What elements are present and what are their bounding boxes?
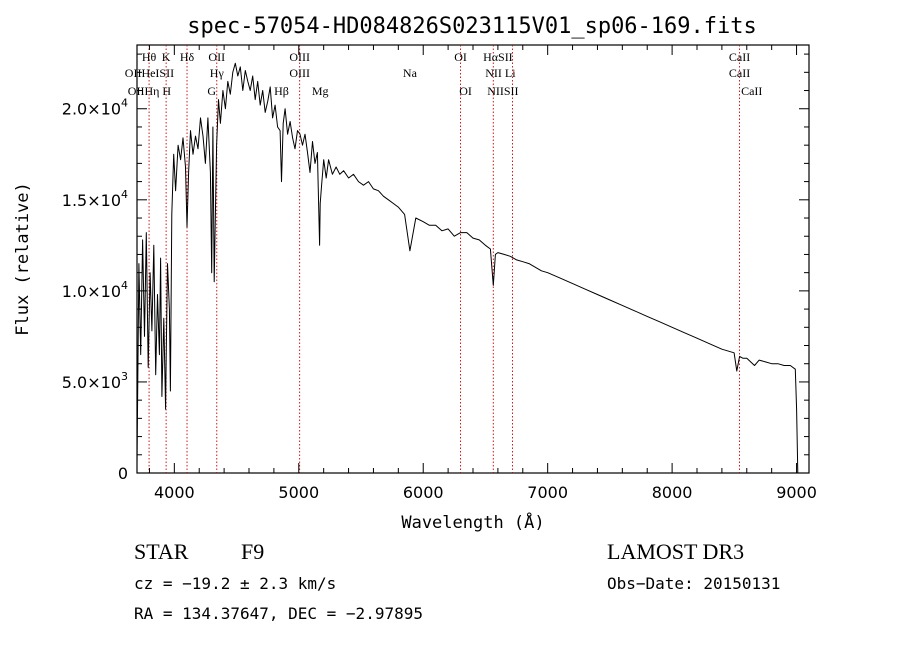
line-label-r2-5: NIISII bbox=[487, 84, 518, 98]
spectrum-series bbox=[136, 62, 799, 474]
line-label-r2-2: Hβ bbox=[274, 84, 289, 98]
x-tick-label: 4000 bbox=[154, 483, 195, 502]
line-label-r2-4: OI bbox=[459, 84, 472, 98]
y-tick-label: 5.0×103 bbox=[62, 370, 128, 392]
ra-dec-coordinates: RA = 134.37647, DEC = −2.97895 bbox=[134, 604, 423, 623]
y-tick-label: 1.5×104 bbox=[62, 188, 128, 210]
spectral-line-markers bbox=[148, 45, 741, 473]
chart-title: spec-57054-HD084826S023115V01_sp06-169.f… bbox=[187, 14, 757, 39]
line-label-r2-1: G bbox=[207, 84, 216, 98]
x-tick-label: 8000 bbox=[652, 483, 693, 502]
observation-date: Obs−Date: 20150131 bbox=[607, 574, 781, 593]
object-class: STAR bbox=[134, 539, 189, 564]
object-subclass: F9 bbox=[241, 539, 265, 564]
survey-name: LAMOST DR3 bbox=[607, 539, 745, 564]
line-label-r0-5: OI bbox=[454, 50, 467, 64]
y-tick-exponent: 3 bbox=[121, 370, 128, 383]
y-tick-exponent: 4 bbox=[121, 97, 128, 110]
y-axis-ticks: 0 5.0×103 1.0×104 1.5×104 2.0×104 bbox=[62, 53, 809, 483]
line-label-r2-0: OIIHη H bbox=[128, 84, 172, 98]
spectral-line-labels: Hθ K Hδ OII OIII OI HαSII CaII OIIHeISII Hγ OIII Na… bbox=[125, 50, 763, 98]
line-label-r0-7: CaII bbox=[729, 50, 750, 64]
line-label-r0-3: OII bbox=[208, 50, 225, 64]
line-label-r0-4: OIII bbox=[289, 50, 310, 64]
y-tick-label: 2.0×104 bbox=[62, 97, 128, 119]
spectrum-line bbox=[136, 62, 799, 474]
line-label-r2-6: CaII bbox=[741, 84, 762, 98]
y-axis-label: Flux (relative) bbox=[13, 182, 33, 336]
x-axis-ticks: 4000 5000 6000 7000 8000 9000 bbox=[148, 45, 817, 502]
y-tick-exponent: 4 bbox=[121, 279, 128, 292]
redshift-cz: cz = −19.2 ± 2.3 km/s bbox=[134, 574, 337, 593]
line-label-r0-2: Hδ bbox=[180, 50, 195, 64]
line-label-r1-2: OIII bbox=[289, 66, 310, 80]
x-tick-label: 6000 bbox=[403, 483, 444, 502]
line-label-r1-4: NII Li bbox=[485, 66, 516, 80]
x-tick-label: 9000 bbox=[776, 483, 817, 502]
line-label-r0-0: Hθ bbox=[142, 50, 157, 64]
y-tick-exponent: 4 bbox=[121, 188, 128, 201]
line-label-r1-0: OIIHeISII bbox=[125, 66, 174, 80]
x-tick-label: 5000 bbox=[278, 483, 319, 502]
line-label-r0-6: HαSII bbox=[483, 50, 513, 64]
line-label-r1-3: Na bbox=[403, 66, 418, 80]
y-tick-label: 0 bbox=[118, 464, 128, 483]
line-label-r0-1: K bbox=[162, 50, 171, 64]
y-tick-label: 1.0×104 bbox=[62, 279, 128, 301]
line-label-r1-5: CaII bbox=[729, 66, 750, 80]
x-tick-label: 7000 bbox=[527, 483, 568, 502]
line-label-r1-1: Hγ bbox=[210, 66, 225, 80]
x-axis-label: Wavelength (Å) bbox=[401, 511, 544, 533]
plot-frame bbox=[136, 44, 810, 474]
line-label-r2-3: Mg bbox=[312, 84, 329, 98]
